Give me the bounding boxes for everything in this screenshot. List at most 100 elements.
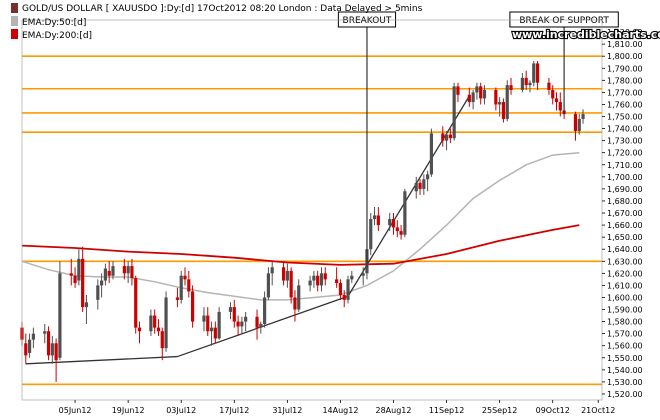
- axes: 1,520.00 1,530.00 1,540.00 1,550.00 1,560.00…: [21, 19, 643, 415]
- y-tick-label: 1,760.00: [607, 100, 643, 109]
- candle-body: [312, 275, 316, 281]
- y-tick-label: 1,550.00: [607, 354, 643, 363]
- x-tick-label: 25Sep12: [482, 406, 517, 415]
- y-tick-label: 1,740.00: [607, 125, 643, 134]
- candle-body: [452, 86, 456, 139]
- y-tick-label: 1,660.00: [607, 221, 643, 230]
- candle-body: [297, 285, 301, 310]
- candle-body: [126, 266, 130, 274]
- plot-frame: [21, 19, 603, 401]
- candle-body: [350, 275, 354, 280]
- candle-body: [96, 285, 100, 300]
- trendlines: [25, 95, 470, 365]
- candle-body: [24, 343, 28, 356]
- y-tick-label: 1,520.00: [607, 390, 643, 399]
- chart-title: GOLD/US DOLLAR [ XAUUSDO ]:Dy:[d] 17Oct2…: [22, 4, 423, 14]
- candle-body: [179, 275, 183, 300]
- candle-body: [319, 273, 324, 286]
- y-tick-label: 1,640.00: [607, 245, 643, 254]
- candle-body: [573, 114, 578, 131]
- candle-body: [54, 343, 58, 361]
- y-tick-label: 1,540.00: [607, 366, 643, 375]
- candle-body: [551, 89, 555, 99]
- y-tick-label: 1,720.00: [607, 149, 643, 158]
- candle-body: [418, 182, 422, 189]
- x-tick-label: 17Jul12: [219, 406, 249, 415]
- candle-body: [236, 321, 240, 327]
- x-tick-label: 31Jul12: [272, 406, 302, 415]
- annotations: BREAKOUT BREAK OF SUPPORT: [337, 11, 619, 268]
- candle-body: [581, 114, 585, 119]
- candle-body: [429, 133, 434, 175]
- annotation-label: BREAKOUT: [343, 16, 392, 26]
- y-tick-label: 1,680.00: [607, 197, 643, 206]
- candle-body: [467, 94, 471, 103]
- candle-body: [444, 134, 449, 141]
- legend-swatch: [11, 29, 18, 39]
- candle-body: [122, 266, 126, 274]
- legend-label: EMA:Dy:50:[d]: [22, 18, 86, 28]
- candle-body: [323, 273, 327, 280]
- candle-body: [482, 89, 487, 99]
- candle-body: [289, 270, 293, 298]
- y-tick-label: 1,600.00: [607, 293, 643, 302]
- candle-body: [73, 275, 77, 283]
- candle-body: [81, 258, 85, 308]
- x-tick-label: 14Aug12: [322, 406, 358, 415]
- candle-body: [206, 315, 210, 332]
- candle-body: [228, 307, 233, 312]
- y-tick-label: 1,530.00: [607, 378, 643, 387]
- y-tick-label: 1,700.00: [607, 173, 643, 182]
- candle-body: [46, 331, 51, 356]
- y-tick-label: 1,800.00: [607, 52, 643, 61]
- annotation: BREAK OF SUPPORT: [509, 11, 619, 115]
- candle-body: [520, 77, 524, 90]
- candle-body: [43, 331, 47, 334]
- candle-body: [554, 98, 559, 103]
- candle-body: [111, 266, 115, 276]
- candle-body: [403, 191, 407, 235]
- candle-body: [376, 215, 380, 226]
- candle-body: [293, 297, 297, 310]
- y-tick-label: 1,570.00: [607, 330, 643, 339]
- candle-body: [255, 316, 259, 328]
- candle-body: [202, 315, 206, 322]
- candle-body: [263, 297, 267, 324]
- candle-body: [259, 324, 263, 328]
- candle-body: [346, 279, 350, 300]
- candle-body: [372, 215, 377, 220]
- annotation: BREAKOUT: [337, 11, 397, 268]
- candle-body: [524, 77, 528, 86]
- y-tick-label: 1,620.00: [607, 269, 643, 278]
- candle-body: [213, 327, 217, 339]
- candle-body: [528, 82, 532, 86]
- legend-swatch: [11, 16, 18, 26]
- support-resistance-lines: [22, 55, 602, 386]
- candle-body: [244, 316, 248, 322]
- ema-line: [21, 224, 580, 266]
- trendline: [177, 295, 349, 358]
- y-tick-label: 1,710.00: [607, 161, 643, 170]
- y-tick-label: 1,590.00: [607, 306, 643, 315]
- candle-body: [471, 92, 475, 103]
- candle-body: [501, 102, 506, 119]
- candle-body: [84, 302, 89, 308]
- candle-body: [164, 297, 168, 349]
- candle-body: [391, 219, 396, 228]
- candle-body: [232, 307, 236, 322]
- ema-line: [21, 151, 580, 301]
- candle-body: [308, 280, 312, 286]
- ema-lines: [21, 151, 580, 301]
- annotation-label: BREAK OF SUPPORT: [519, 16, 609, 26]
- website-watermark: www.incrediblecharts.com: [512, 28, 660, 41]
- y-tick-label: 1,630.00: [607, 257, 643, 266]
- y-tick-label: 1,730.00: [607, 137, 643, 146]
- candle-body: [149, 315, 153, 332]
- trendline: [25, 355, 178, 365]
- candle-body: [175, 297, 180, 300]
- candle-body: [509, 85, 513, 90]
- y-tick-label: 1,820.00: [607, 28, 643, 37]
- candle-body: [422, 179, 426, 189]
- candle-body: [535, 63, 540, 83]
